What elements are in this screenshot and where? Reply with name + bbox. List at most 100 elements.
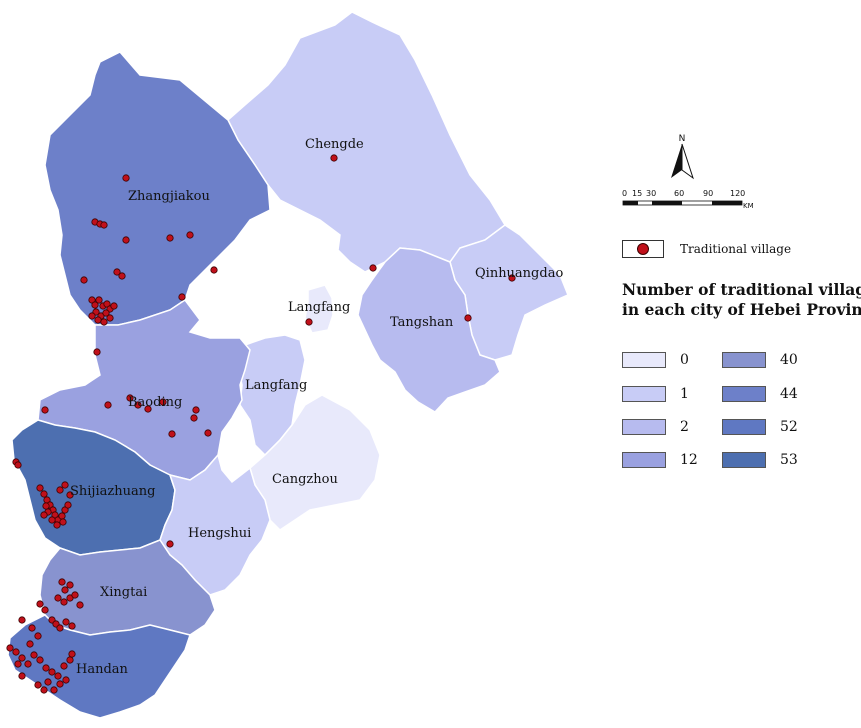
village-point[interactable] [204,429,212,437]
village-point[interactable] [48,516,56,524]
village-point[interactable] [61,586,69,594]
village-point[interactable] [305,318,313,326]
village-point[interactable] [134,401,142,409]
village-point[interactable] [166,234,174,242]
village-point[interactable] [80,276,88,284]
legend-title: Number of traditional villages in each c… [622,280,861,320]
village-point[interactable] [24,660,32,668]
village-point[interactable] [36,600,44,608]
village-point[interactable] [58,512,66,520]
village-point[interactable] [62,676,70,684]
village-point[interactable] [6,644,14,652]
village-point[interactable] [178,293,186,301]
label-chengde: Chengde [305,137,364,152]
village-point[interactable] [104,401,112,409]
village-point[interactable] [40,511,48,519]
village-point[interactable] [66,581,74,589]
village-point[interactable] [18,616,26,624]
village-point[interactable] [12,648,20,656]
village-point[interactable] [126,394,134,402]
village-point[interactable] [100,221,108,229]
village-point[interactable] [26,640,34,648]
village-point[interactable] [168,430,176,438]
village-point[interactable] [66,656,74,664]
village-point[interactable] [110,302,118,310]
village-point[interactable] [36,484,44,492]
village-point[interactable] [102,309,110,317]
village-point[interactable] [60,598,68,606]
village-point[interactable] [76,601,84,609]
village-point[interactable] [508,274,516,282]
village-point[interactable] [50,686,58,694]
village-point[interactable] [42,502,50,510]
village-point[interactable] [58,578,66,586]
village-point[interactable] [54,672,62,680]
village-point[interactable] [64,501,72,509]
village-point[interactable] [62,618,70,626]
village-point[interactable] [68,650,76,658]
village-point[interactable] [54,594,62,602]
village-point[interactable] [66,491,74,499]
village-point[interactable] [122,236,130,244]
village-point[interactable] [41,606,49,614]
legend-value: 2 [680,419,689,435]
village-point[interactable] [56,486,64,494]
label-xingtai: Xingtai [100,585,147,600]
village-point[interactable] [48,668,56,676]
legend-title-line2: in each city of Hebei Province [622,300,861,319]
village-point[interactable] [44,678,52,686]
village-point[interactable] [28,624,36,632]
legend-class-2: 2 [622,419,689,435]
village-point[interactable] [94,316,102,324]
village-point[interactable] [40,686,48,694]
village-point[interactable] [59,518,67,526]
village-point[interactable] [144,405,152,413]
region-chengde[interactable] [227,11,506,273]
village-point[interactable] [34,681,42,689]
village-point[interactable] [122,174,130,182]
region-tangshan[interactable] [357,247,501,413]
village-point[interactable] [106,314,114,322]
village-point[interactable] [100,318,108,326]
region-hengshui[interactable] [159,453,271,596]
village-point[interactable] [36,656,44,664]
village-point[interactable] [56,624,64,632]
village-point[interactable] [40,490,48,498]
village-point[interactable] [113,268,121,276]
village-point[interactable] [330,154,338,162]
village-point[interactable] [186,231,194,239]
village-point[interactable] [61,481,69,489]
village-point[interactable] [18,654,26,662]
village-point[interactable] [91,301,99,309]
scale-unit: KM [743,202,754,210]
village-point[interactable] [71,591,79,599]
village-point[interactable] [192,406,200,414]
label-cangzhou: Cangzhou [272,472,338,487]
village-point[interactable] [42,664,50,672]
village-point[interactable] [159,398,167,406]
village-point[interactable] [166,540,174,548]
village-point[interactable] [88,312,96,320]
village-point[interactable] [95,296,103,304]
village-point[interactable] [14,461,22,469]
village-point[interactable] [369,264,377,272]
village-point[interactable] [18,672,26,680]
village-point[interactable] [34,632,42,640]
legend-swatch [622,419,666,435]
village-point[interactable] [68,622,76,630]
village-point[interactable] [30,651,38,659]
village-point[interactable] [190,414,198,422]
village-point[interactable] [14,660,22,668]
label-handan: Handan [76,662,129,677]
village-point[interactable] [210,266,218,274]
legend-class-53: 53 [722,452,798,468]
legend-value: 0 [680,352,689,368]
village-point[interactable] [53,521,61,529]
village-point[interactable] [118,272,126,280]
legend-class-52: 52 [722,419,798,435]
village-point[interactable] [56,680,64,688]
village-point[interactable] [60,662,68,670]
village-point[interactable] [464,314,472,322]
village-point[interactable] [93,348,101,356]
village-point[interactable] [41,406,49,414]
